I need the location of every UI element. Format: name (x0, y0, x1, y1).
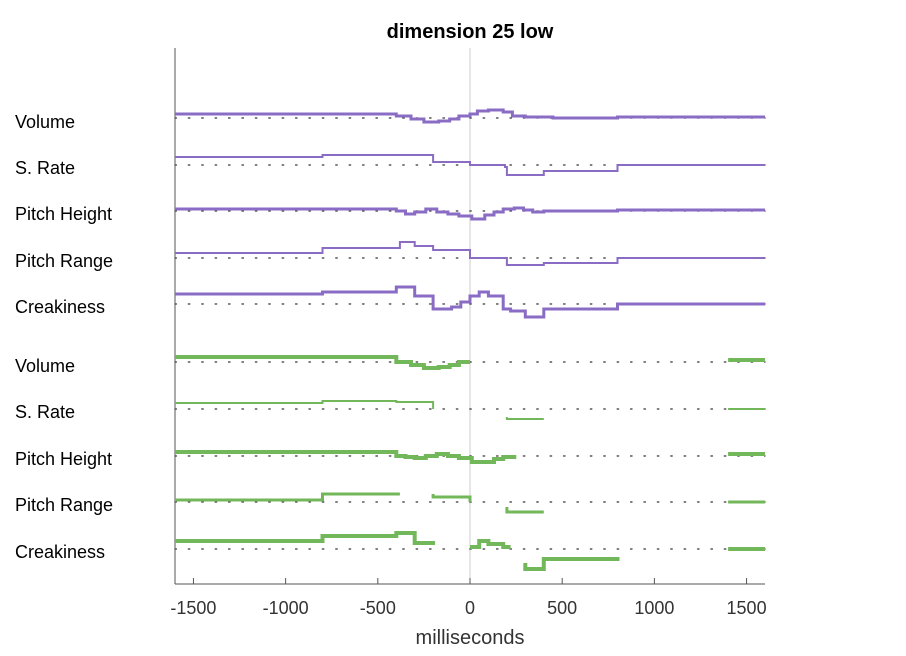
chart-title: dimension 25 low (387, 21, 554, 43)
row-trace (175, 400, 435, 409)
x-tick-label: 1000 (634, 598, 674, 618)
row-label-creakiness: Creakiness (15, 542, 105, 562)
row-trace (175, 492, 400, 502)
row-trace (505, 417, 544, 420)
row-label-pitch-range: Pitch Range (15, 251, 113, 271)
x-tick-label: 1500 (727, 598, 767, 618)
x-tick-label: -1000 (263, 598, 309, 618)
row-label-s-rate: S. Rate (15, 158, 75, 178)
row-label-pitch-range: Pitch Range (15, 495, 113, 515)
row-label-s-rate: S. Rate (15, 402, 75, 422)
row-trace (175, 206, 765, 221)
x-tick-label: -1500 (170, 598, 216, 618)
row-trace (175, 285, 765, 319)
row-trace (431, 494, 472, 502)
row-trace (175, 241, 765, 266)
row-label-pitch-height: Pitch Height (15, 449, 112, 469)
row-trace (175, 108, 765, 124)
plot-area: -1500 -1000 -500 0 500 1000 1500 Volume S. Rate P… (15, 48, 767, 618)
row-label-volume: Volume (15, 112, 75, 132)
x-tick-label: 500 (547, 598, 577, 618)
row-trace (175, 531, 436, 545)
row-trace (523, 557, 620, 571)
row-trace (175, 355, 470, 370)
row-label-volume: Volume (15, 356, 75, 376)
x-tick-label: 0 (465, 598, 475, 618)
row-trace (470, 539, 511, 549)
row-label-pitch-height: Pitch Height (15, 204, 112, 224)
row-trace (175, 154, 765, 176)
row-label-creakiness: Creakiness (15, 297, 105, 317)
row-trace (505, 507, 544, 514)
x-axis-label: milliseconds (416, 627, 525, 649)
row-trace (175, 450, 517, 464)
x-tick-label: -500 (360, 598, 396, 618)
